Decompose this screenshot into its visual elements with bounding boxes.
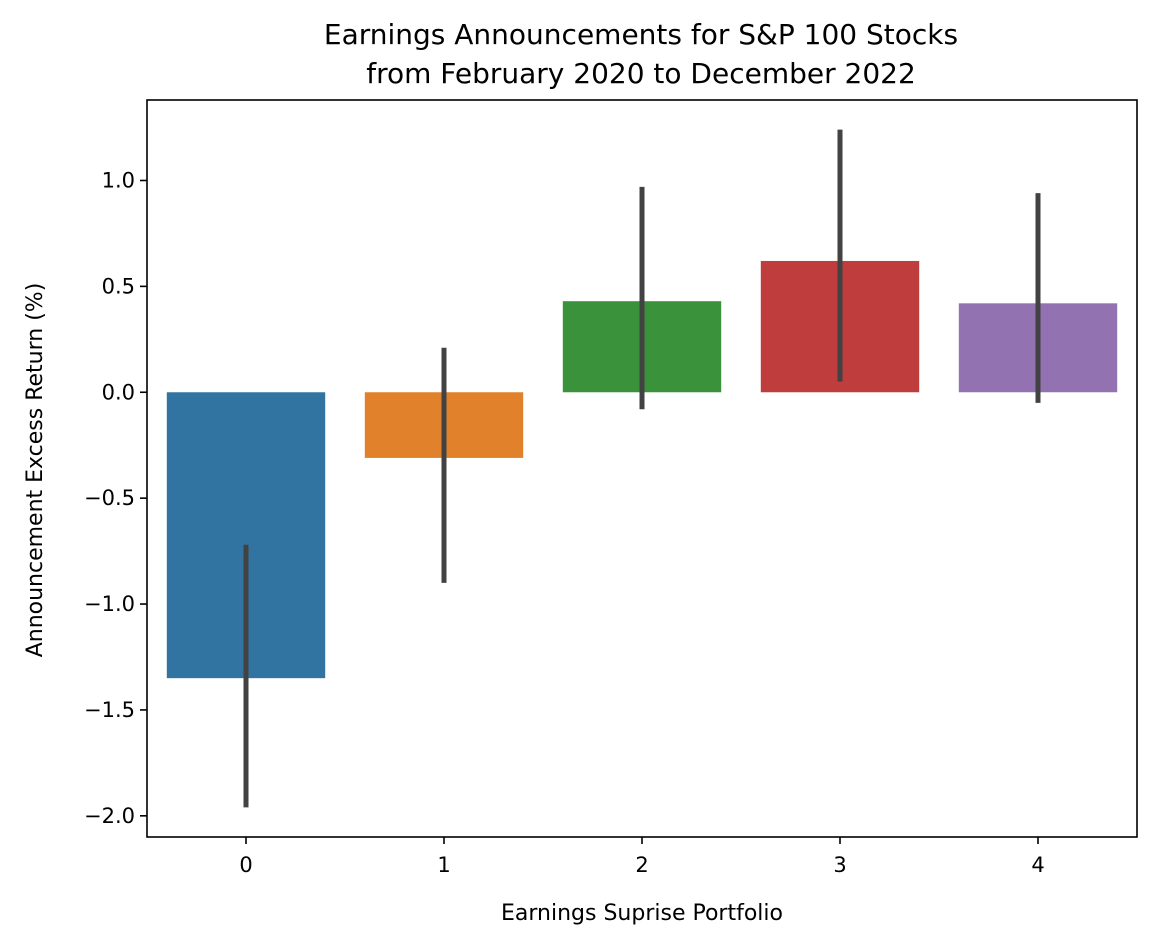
y-tick-label-4: −1.0	[84, 592, 135, 616]
y-tick-label-3: −0.5	[84, 486, 135, 510]
x-tick-label-1: 1	[437, 853, 450, 877]
chart-title-line-1: Earnings Announcements for S&P 100 Stock…	[324, 18, 958, 51]
chart-title: Earnings Announcements for S&P 100 Stock…	[324, 18, 958, 90]
x-tick-label-3: 3	[833, 853, 846, 877]
x-axis: 0 1 2 3 4	[239, 837, 1045, 877]
error-bars-group	[243, 129, 1041, 808]
y-tick-label-5: −1.5	[84, 698, 135, 722]
y-axis-label: Announcement Excess Return (%)	[23, 283, 48, 658]
y-tick-label-2: 0.0	[102, 380, 135, 404]
y-tick-label-6: −2.0	[84, 804, 135, 828]
y-tick-label-1: 0.5	[102, 274, 135, 298]
x-tick-label-2: 2	[635, 853, 648, 877]
y-axis: 1.0 0.5 0.0 −0.5 −1.0 −1.5 −2.0	[84, 168, 147, 828]
x-tick-label-0: 0	[239, 853, 252, 877]
y-tick-label-0: 1.0	[102, 168, 135, 192]
x-tick-label-4: 4	[1031, 853, 1044, 877]
x-axis-label: Earnings Suprise Portfolio	[501, 901, 783, 926]
chart-title-line-2: from February 2020 to December 2022	[366, 57, 916, 90]
